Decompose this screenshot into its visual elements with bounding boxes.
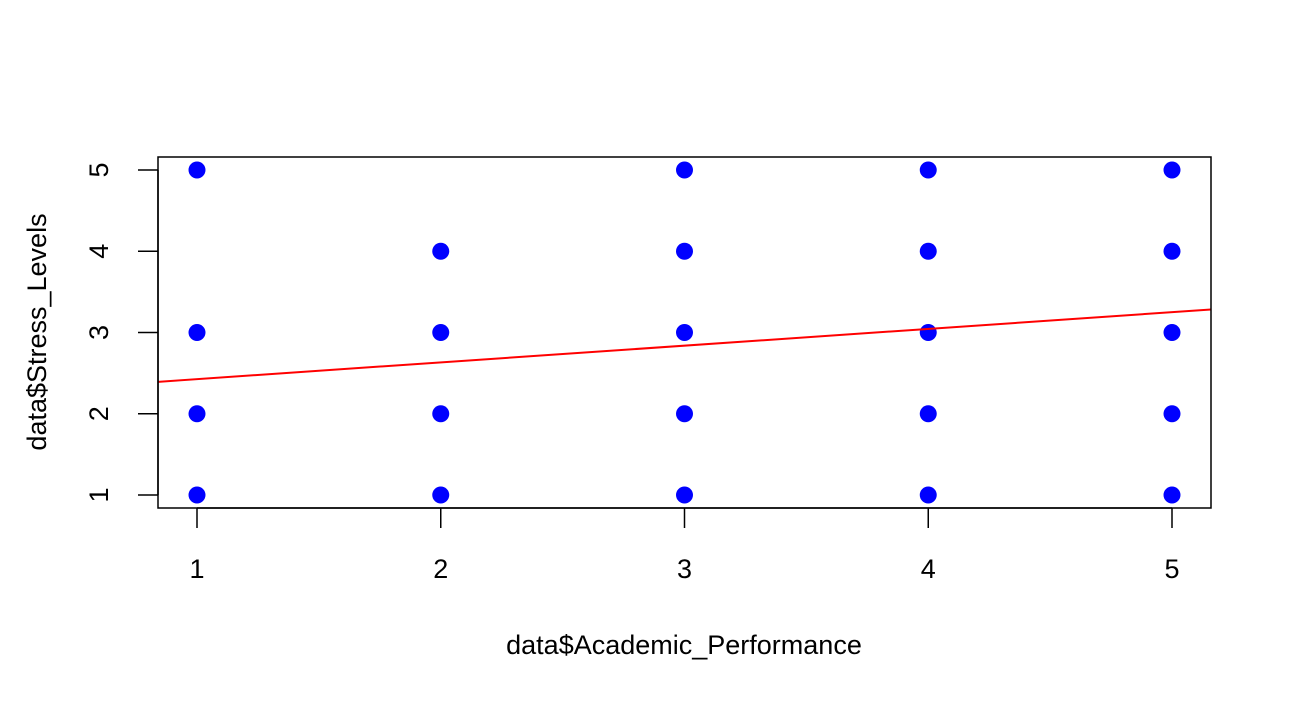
data-point (919, 486, 937, 504)
data-point (188, 161, 206, 179)
data-point (676, 242, 693, 260)
data-point (919, 161, 937, 179)
data-point (676, 161, 693, 179)
data-point (188, 486, 206, 504)
data-point (432, 242, 450, 260)
data-point (432, 486, 450, 504)
y-tick-label: 2 (84, 406, 114, 421)
data-point (188, 324, 206, 341)
y-axis-label: data$Stress_Levels (22, 213, 52, 450)
x-axis: 1 2 3 4 5 (189, 507, 1180, 584)
x-tick-label: 1 (189, 554, 204, 584)
y-tick-label: 5 (84, 162, 114, 177)
data-point (1163, 161, 1181, 179)
data-point (676, 324, 693, 341)
data-point (1163, 405, 1181, 423)
y-axis: 1 2 3 4 5 (84, 162, 159, 503)
data-point (919, 324, 937, 341)
data-point (1163, 242, 1181, 260)
x-tick-label: 4 (921, 554, 936, 584)
x-tick-label: 5 (1164, 554, 1179, 584)
data-point (676, 405, 693, 423)
data-point (188, 405, 206, 423)
x-axis-label: data$Academic_Performance (506, 630, 862, 660)
data-point (919, 242, 937, 260)
x-tick-label: 3 (677, 554, 692, 584)
data-point (919, 405, 937, 423)
plot-marks (158, 161, 1211, 504)
data-point (432, 405, 450, 423)
data-point (676, 486, 693, 504)
regression-line (158, 308, 1211, 383)
data-point (432, 324, 450, 341)
y-tick-label: 4 (84, 244, 114, 259)
y-tick-label: 1 (84, 487, 114, 502)
y-tick-label: 3 (84, 325, 114, 340)
data-point (1163, 486, 1181, 504)
data-point (1163, 324, 1181, 341)
x-tick-label: 2 (433, 554, 448, 584)
